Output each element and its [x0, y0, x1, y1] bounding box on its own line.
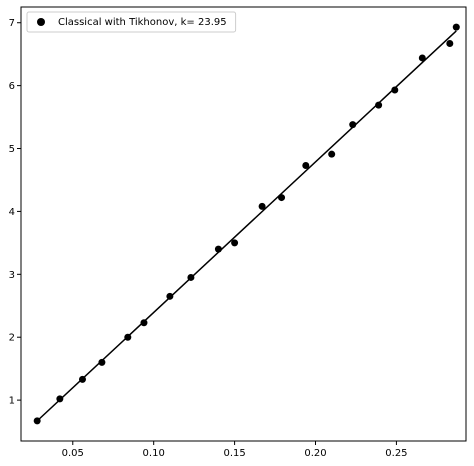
- x-tick-label: 0.25: [385, 448, 407, 459]
- data-point: [231, 239, 239, 247]
- data-point: [124, 333, 132, 341]
- y-tick-label: 2: [9, 333, 15, 344]
- data-point: [328, 150, 336, 158]
- data-point: [56, 395, 64, 403]
- y-tick-label: 6: [9, 81, 15, 92]
- x-tick-label: 0.05: [62, 448, 84, 459]
- x-axis-ticks: 0.05 0.10 0.15 0.20 0.25: [62, 441, 408, 459]
- data-point: [98, 358, 106, 366]
- x-tick-label: 0.20: [304, 448, 326, 459]
- data-point: [258, 202, 266, 210]
- y-tick-label: 3: [9, 270, 15, 281]
- data-point: [78, 375, 86, 383]
- legend-marker-icon: [37, 18, 45, 26]
- data-point: [140, 319, 148, 327]
- y-tick-label: 5: [9, 144, 15, 155]
- data-point: [278, 194, 286, 202]
- data-point: [349, 121, 357, 129]
- data-point: [187, 273, 195, 281]
- data-point: [418, 54, 426, 62]
- data-point: [375, 101, 383, 109]
- data-point: [391, 86, 399, 94]
- data-point: [302, 162, 310, 169]
- legend-box: [26, 11, 237, 33]
- data-point: [446, 39, 454, 47]
- y-tick-label: 7: [9, 18, 15, 29]
- x-tick-label: 0.15: [223, 448, 245, 459]
- data-point: [452, 23, 460, 31]
- fit-line: [36, 30, 457, 422]
- y-axis-ticks: 1 2 3 4 5 6 7: [9, 18, 21, 407]
- points-layer: [33, 23, 460, 425]
- y-tick-label: 4: [9, 207, 15, 218]
- axes-frame: [20, 6, 467, 442]
- data-point: [166, 292, 174, 300]
- fit-line-layer: [36, 30, 457, 422]
- legend-label: Classical with Tikhonov, k= 23.95: [58, 17, 227, 28]
- legend: Classical with Tikhonov, k= 23.95: [26, 11, 237, 33]
- x-tick-label: 0.10: [143, 448, 165, 459]
- y-tick-label: 1: [9, 396, 15, 407]
- data-point: [33, 417, 41, 425]
- data-point: [214, 245, 222, 253]
